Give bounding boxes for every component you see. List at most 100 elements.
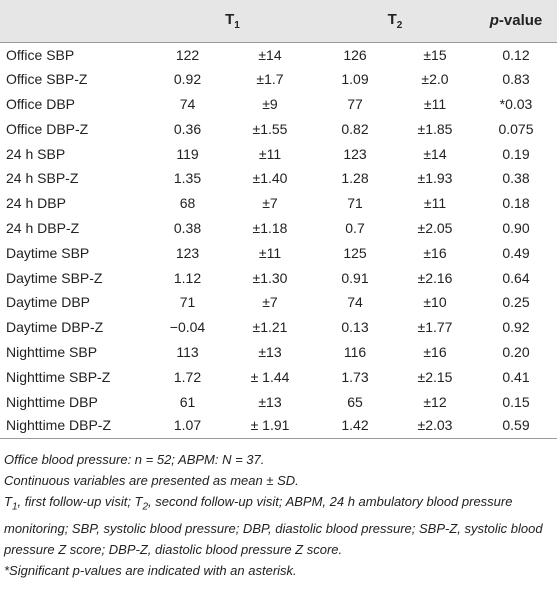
row-label: Office DBP-Z [6, 120, 89, 137]
cell: 125 [343, 244, 367, 261]
cell: ±14 [423, 145, 447, 162]
cell: ±10 [423, 294, 447, 311]
footnote: Continuous variables are presented as me… [4, 470, 553, 491]
cell: −0.04 [169, 319, 206, 336]
footnotes: Office blood pressure: n = 52; ABPM: N =… [0, 439, 557, 581]
row-label: Office SBP-Z [6, 71, 88, 88]
row-label: Office SBP [6, 46, 75, 63]
table-row: 24 h DBP-Z 0.38 ±1.18 0.7 ±2.05 0.90 [0, 216, 557, 241]
cell: ±9 [262, 95, 278, 112]
table-row: Daytime DBP 71 ±7 74 ±10 0.25 [0, 290, 557, 315]
cell: ±11 [258, 145, 282, 162]
header-subscript: 2 [396, 19, 403, 31]
table-row: Daytime SBP 123 ±11 125 ±16 0.49 [0, 240, 557, 265]
cell: ±1.21 [252, 319, 288, 336]
cell: 0.92 [502, 319, 530, 336]
table-row: Nighttime SBP 113 ±13 116 ±16 0.20 [0, 340, 557, 365]
cell: 0.7 [345, 219, 365, 236]
table-row: Daytime DBP-Z −0.04 ±1.21 0.13 ±1.77 0.92 [0, 315, 557, 340]
table-row: Nighttime DBP 61 ±13 65 ±12 0.15 [0, 389, 557, 414]
row-label: Daytime DBP-Z [6, 319, 104, 336]
cell: 123 [175, 244, 200, 261]
cell: 0.38 [502, 170, 530, 187]
cell: ±11 [258, 244, 282, 261]
cell: 0.15 [502, 393, 530, 410]
footnote-text: Office blood pressure: n = 52; ABPM: N =… [4, 452, 265, 468]
row-label: 24 h DBP [6, 195, 66, 212]
row-label: Daytime SBP [6, 244, 90, 261]
cell: ±2.15 [417, 368, 453, 385]
table-row: 24 h DBP 68 ±7 71 ±11 0.18 [0, 191, 557, 216]
cell: ±13 [258, 393, 282, 410]
cell: 0.90 [502, 219, 530, 236]
cell: 0.38 [173, 219, 202, 236]
table-row: Office DBP-Z 0.36 ±1.55 0.82 ±1.85 0.075 [0, 116, 557, 141]
row-label: 24 h SBP-Z [6, 170, 79, 187]
cell: ±1.93 [417, 170, 453, 187]
cell: 74 [347, 294, 363, 311]
cell: 65 [347, 393, 363, 410]
cell: 116 [343, 343, 367, 360]
table-row: Nighttime SBP-Z 1.72 ± 1.44 1.73 ±2.15 0.41 [0, 364, 557, 389]
footnote: Office blood pressure: n = 52; ABPM: N =… [4, 449, 553, 470]
cell: *0.03 [499, 95, 533, 112]
header-cell: T2 [315, 0, 475, 43]
data-table: T1 T2 p-value Office SBP 122 ±14 126 ±15 0.12 Of… [0, 0, 557, 440]
header-italic: p [489, 12, 499, 30]
cell: ±1.77 [417, 319, 453, 336]
cell: ±16 [423, 343, 447, 360]
table-body: Office SBP 122 ±14 126 ±15 0.12 Office SBP-Z 0.… [0, 42, 557, 440]
cell: ±7 [262, 294, 278, 311]
cell: ±16 [423, 244, 447, 261]
cell: 0.18 [502, 195, 530, 212]
cell: 0.19 [502, 145, 530, 162]
cell: 1.35 [173, 170, 202, 187]
row-label: Nighttime DBP [6, 393, 98, 410]
table-row: 24 h SBP 119 ±11 123 ±14 0.19 [0, 141, 557, 166]
footnote-subscript: 1 [11, 501, 18, 513]
cell: 0.91 [341, 269, 369, 286]
cell: ±15 [423, 46, 447, 63]
cell: 113 [176, 343, 199, 360]
table-row: 24 h SBP-Z 1.35 ±1.40 1.28 ±1.93 0.38 [0, 166, 557, 191]
cell: 1.72 [173, 368, 202, 385]
cell: ±11 [423, 195, 447, 212]
cell: 71 [347, 195, 363, 212]
footnote: *Significant p-values are indicated with… [4, 560, 553, 581]
header-text: T [387, 10, 397, 28]
header-cell: p-value [475, 0, 557, 43]
cell: 0.12 [502, 46, 530, 63]
cell: ±1.18 [252, 219, 288, 236]
cell: 1.73 [341, 368, 369, 385]
cell: 1.12 [173, 269, 202, 286]
cell: ±2.05 [417, 219, 453, 236]
row-label: Nighttime SBP [6, 343, 98, 360]
cell: 0.13 [341, 319, 369, 336]
cell: 126 [343, 46, 367, 63]
cell: 0.41 [502, 368, 530, 385]
header-row: T1 T2 p-value [0, 0, 557, 43]
row-label: Nighttime SBP-Z [6, 368, 111, 385]
cell: 0.92 [173, 71, 202, 88]
header-cell [0, 0, 150, 43]
table-row: Office SBP 122 ±14 126 ±15 0.12 [0, 42, 557, 67]
cell: ±2.0 [421, 71, 449, 88]
cell: 71 [179, 294, 196, 311]
cell: ±2.03 [395, 413, 475, 440]
table-row: Office SBP-Z 0.92 ±1.7 1.09 ±2.0 0.83 [0, 67, 557, 92]
cell: 0.59 [475, 413, 557, 440]
cell: 74 [179, 95, 196, 112]
cell: 122 [175, 46, 200, 63]
row-label: Office DBP [6, 95, 75, 112]
row-label: Daytime SBP-Z [6, 269, 103, 286]
cell: 68 [179, 195, 196, 212]
footnote-text: , first follow-up visit; T [17, 494, 143, 510]
footnote-text: Continuous variables are presented as me… [4, 473, 299, 489]
cell: 0.49 [502, 244, 530, 261]
table-row: Office DBP 74 ±9 77 ±11 *0.03 [0, 92, 557, 117]
cell: 119 [176, 145, 199, 162]
footnote-subscript: 2 [142, 501, 149, 513]
cell: 1.28 [341, 170, 369, 187]
cell: ±1.40 [252, 170, 288, 187]
